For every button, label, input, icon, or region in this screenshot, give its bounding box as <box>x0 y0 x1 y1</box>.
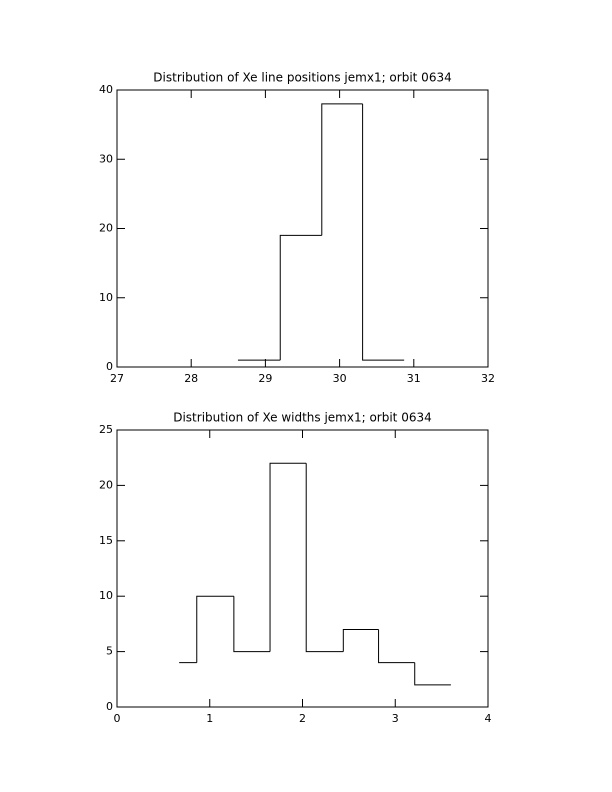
chart-title: Distribution of Xe line positions jemx1;… <box>153 71 451 85</box>
x-tick-label: 1 <box>206 712 213 725</box>
plot-frame <box>116 429 489 708</box>
y-tick-label: 20 <box>99 222 113 235</box>
y-tick-label: 15 <box>99 534 113 547</box>
x-tick-label: 28 <box>184 372 198 385</box>
x-tick-label: 29 <box>258 372 272 385</box>
x-tick-label: 32 <box>481 372 495 385</box>
histogram-bin <box>342 628 379 652</box>
x-tick-label: 30 <box>333 372 347 385</box>
chart-title: Distribution of Xe widths jemx1; orbit 0… <box>173 411 432 425</box>
histogram-bin <box>196 595 234 663</box>
y-tick-label: 5 <box>106 645 113 658</box>
plot-frame <box>116 89 489 368</box>
x-tick-label: 31 <box>407 372 421 385</box>
y-tick-label: 20 <box>99 478 113 491</box>
y-tick-label: 10 <box>99 589 113 602</box>
histogram-bin <box>321 103 363 236</box>
x-tick-label: 2 <box>299 712 306 725</box>
histogram-bin <box>305 463 344 653</box>
x-tick-label: 27 <box>110 372 124 385</box>
x-tick-label: 4 <box>485 712 492 725</box>
y-tick-label: 30 <box>99 152 113 165</box>
x-tick-label: 0 <box>114 712 121 725</box>
histogram-bin <box>362 103 405 361</box>
histogram-bin <box>233 596 271 653</box>
histogram-bin <box>378 629 415 664</box>
y-tick-label: 10 <box>99 291 113 304</box>
y-tick-label: 40 <box>99 83 113 96</box>
histogram-bin <box>414 662 451 686</box>
x-tick-label: 3 <box>392 712 399 725</box>
histogram-bin <box>279 234 322 361</box>
y-tick-label: 0 <box>106 700 113 713</box>
y-tick-label: 0 <box>106 360 113 373</box>
histogram-bin <box>269 462 307 652</box>
y-tick-label: 25 <box>99 423 113 436</box>
